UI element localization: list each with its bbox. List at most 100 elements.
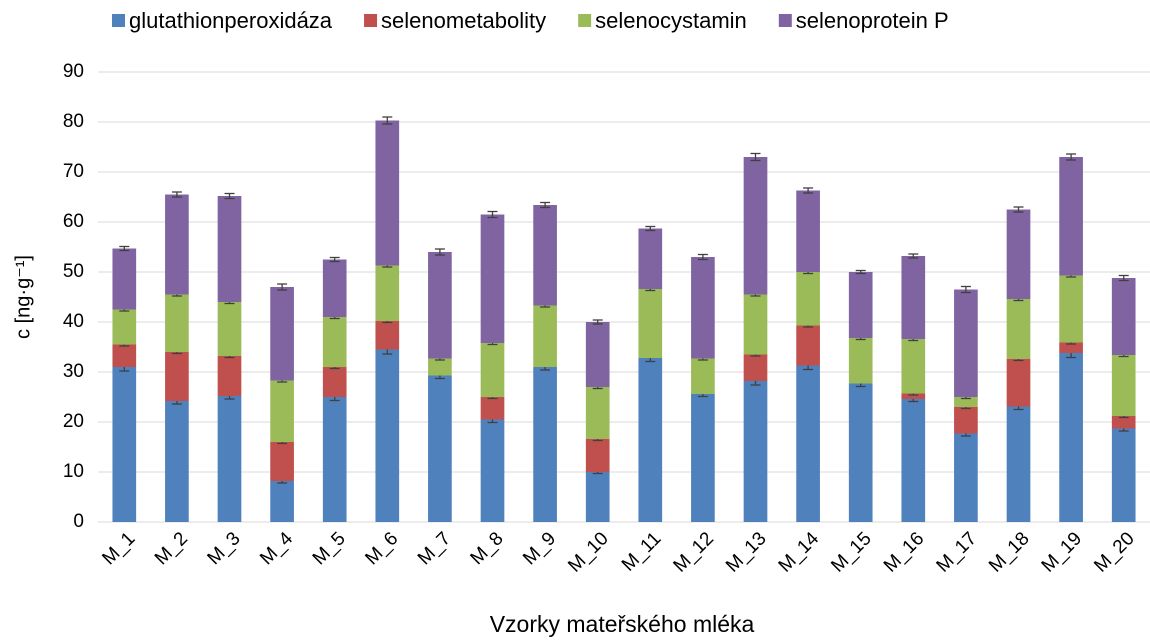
error-bar (171, 191, 182, 198)
x-tick-label: M_1 (98, 528, 139, 569)
bar-segment (585, 439, 610, 472)
legend-swatch (112, 14, 125, 27)
x-tick-label: M_2 (151, 528, 192, 569)
bar-segment (585, 472, 610, 522)
bar-segment (743, 157, 768, 295)
bar-segment (375, 120, 400, 266)
y-tick-label: 40 (63, 311, 84, 332)
bar-segment (848, 383, 873, 522)
bar-segment (848, 338, 873, 384)
bar-segment (1059, 157, 1083, 276)
bar-segment (691, 394, 715, 522)
error-bar (855, 269, 866, 275)
legend-label: selenometabolity (381, 8, 546, 33)
bar-segment (322, 317, 347, 367)
x-tick-label: M_13 (722, 528, 770, 576)
legend-swatch (578, 14, 592, 27)
legend-label: selenoprotein P (796, 8, 949, 33)
bar-segment (585, 322, 610, 387)
error-bar (382, 116, 393, 125)
error-bar (960, 285, 971, 294)
bar-segment (901, 256, 926, 339)
bar-segment (112, 309, 137, 345)
error-bar (277, 283, 288, 291)
bar-segment (954, 397, 978, 407)
error-bar (592, 319, 603, 325)
bar-segment (480, 343, 505, 397)
y-tick-label: 80 (63, 111, 84, 132)
bar-segment (1006, 359, 1031, 407)
error-bar (803, 187, 814, 194)
bar-segment (270, 287, 294, 381)
bar-segment (375, 265, 400, 321)
bar-segment (217, 302, 242, 356)
error-bar (119, 245, 130, 252)
bar-segment (796, 272, 820, 326)
bar-segment (112, 367, 137, 522)
bar-segment (954, 433, 978, 522)
bar-segment (743, 381, 768, 522)
bar-segment (796, 190, 820, 272)
bar-segment (322, 367, 347, 397)
bar-segment (533, 367, 557, 522)
x-tick-label: M_8 (467, 528, 508, 569)
x-tick-label: M_14 (775, 528, 824, 577)
x-tick-label: M_16 (880, 528, 928, 576)
bar-segment (533, 205, 557, 306)
error-bar (540, 201, 551, 209)
x-tick-label: M_15 (827, 528, 875, 576)
error-bar (434, 248, 445, 256)
bar-segment (954, 289, 978, 397)
bar-segment (428, 358, 452, 376)
x-tick-label: M_5 (309, 528, 350, 569)
x-tick-label: M_18 (985, 528, 1033, 576)
y-tick-label: 0 (73, 511, 84, 532)
bar-segment (638, 228, 663, 289)
bar-segment (375, 349, 400, 522)
error-bar (645, 225, 656, 232)
x-tick-label: M_10 (564, 528, 612, 576)
x-tick-label: M_20 (1090, 528, 1138, 576)
bar-segment (954, 407, 978, 434)
bar-segment (165, 401, 189, 522)
y-tick-label: 60 (63, 211, 84, 232)
bar-segment (112, 248, 137, 310)
x-tick-label: M_3 (204, 528, 245, 569)
error-bar (224, 192, 235, 200)
legend-label: glutathionperoxidáza (129, 8, 333, 33)
bar-segment (848, 272, 873, 338)
x-axis-title: Vzorky mateřského mléka (490, 611, 755, 637)
bar-segment (1059, 342, 1083, 353)
bar-segment (270, 481, 294, 522)
bar-segment (165, 194, 189, 295)
bar-segment (1111, 416, 1136, 429)
bar-segment (375, 321, 400, 350)
bar-segment (796, 325, 820, 366)
error-bar (487, 210, 498, 219)
legend-swatch (778, 14, 792, 27)
bar-segment (638, 289, 663, 358)
error-bar (750, 152, 761, 162)
bar-segment (480, 214, 505, 343)
error-bar (908, 253, 919, 259)
bar-segment (322, 259, 347, 317)
bar-segment (217, 356, 242, 396)
x-tick-label: M_17 (933, 528, 981, 576)
legend-label: selenocystamin (595, 8, 747, 33)
bar-segment (217, 396, 242, 522)
bar-segment (270, 380, 294, 442)
bar-segment (638, 358, 663, 522)
y-tick-label: 10 (63, 461, 84, 482)
bar-segment (1006, 299, 1031, 359)
x-tick-label: M_9 (519, 528, 560, 569)
bar-segment (691, 257, 715, 359)
bar-segment (112, 344, 137, 367)
error-bar (697, 253, 708, 261)
y-tick-label: 70 (63, 161, 84, 182)
bar-segment (533, 305, 557, 367)
error-bar (1013, 206, 1024, 213)
bar-segment (585, 387, 610, 439)
bar-segment (1059, 275, 1083, 343)
bar-segment (1111, 278, 1136, 355)
